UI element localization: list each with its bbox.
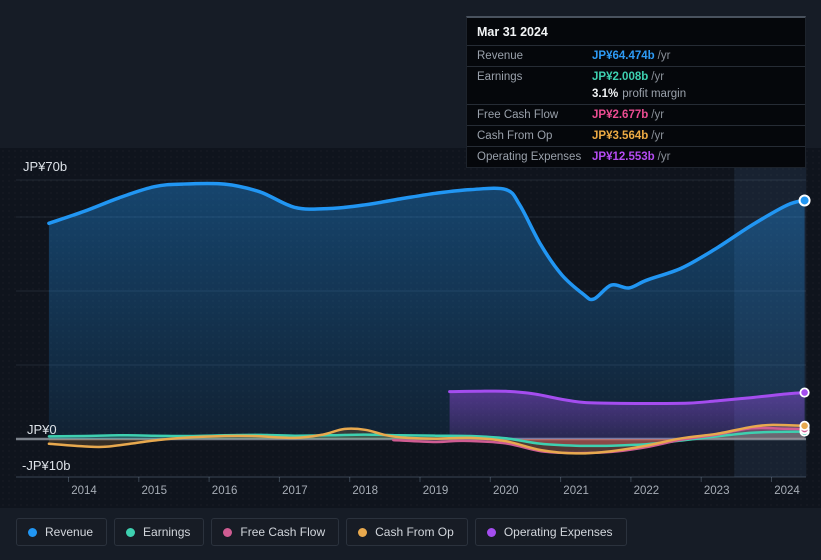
y-axis-label-70b: JP¥70b (23, 159, 67, 174)
tooltip-label: Earnings (477, 71, 523, 83)
earnings-dot-icon (126, 527, 136, 537)
profit-margin-note: 3.1% profit margin (592, 88, 687, 100)
tooltip-suffix: /yr (651, 71, 665, 83)
svg-text:2018: 2018 (352, 485, 378, 497)
legend-item-revenue[interactable]: Revenue (16, 518, 108, 546)
tooltip-value: JP¥64.474b (592, 50, 655, 62)
legend-label: Cash From Op (375, 525, 454, 539)
tooltip-value: JP¥3.564b (592, 130, 649, 142)
tooltip-value: JP¥12.553b (592, 151, 655, 163)
tooltip-suffix: /yr (651, 130, 665, 142)
revenue-dot-icon (28, 527, 37, 537)
tooltip-value: JP¥2.008b (592, 71, 649, 83)
tooltip-row-revenue: Revenue JP¥64.474b/yr (467, 45, 805, 66)
svg-text:2017: 2017 (282, 485, 308, 497)
legend-label: Earnings (143, 525, 191, 539)
tooltip-label: Free Cash Flow (477, 109, 559, 121)
svg-text:2016: 2016 (212, 485, 238, 497)
tooltip-value: JP¥2.677b (592, 109, 649, 121)
legend-item-operating-expenses[interactable]: Operating Expenses (474, 518, 627, 546)
svg-text:2024: 2024 (774, 485, 800, 497)
legend-item-earnings[interactable]: Earnings (114, 518, 205, 546)
legend-item-cash-from-op[interactable]: Cash From Op (346, 518, 468, 546)
legend-item-free-cash-flow[interactable]: Free Cash Flow (211, 518, 340, 546)
tooltip-row-free-cash-flow: Free Cash Flow JP¥2.677b/yr (467, 104, 805, 125)
svg-text:2020: 2020 (493, 485, 519, 497)
free-cash-flow-dot-icon (223, 527, 233, 537)
tooltip-row-operating-expenses: Operating Expenses JP¥12.553b/yr (467, 146, 805, 167)
tooltip-date: Mar 31 2024 (477, 25, 548, 39)
svg-text:2023: 2023 (704, 485, 730, 497)
svg-text:2015: 2015 (142, 485, 168, 497)
tooltip-label: Cash From Op (477, 130, 553, 142)
legend-label: Operating Expenses (503, 525, 613, 539)
svg-text:2014: 2014 (71, 485, 97, 497)
tooltip-suffix: /yr (651, 109, 665, 121)
svg-text:2022: 2022 (634, 485, 660, 497)
chart-tooltip: Mar 31 2024 Revenue JP¥64.474b/yr Earnin… (466, 16, 806, 168)
tooltip-row-cash-from-op: Cash From Op JP¥3.564b/yr (467, 125, 805, 146)
revenue-earnings-history-chart[interactable]: 2014 2015 2016 2017 2018 2019 2020 2021 2022 2023… (0, 150, 821, 506)
y-axis-label-zero: JP¥0 (27, 422, 57, 437)
operating-expenses-dot-icon (486, 527, 496, 537)
legend-label: Free Cash Flow (240, 525, 326, 539)
tooltip-row-earnings: Earnings JP¥2.008b/yr 3.1% profit margin (467, 66, 805, 104)
tooltip-label: Operating Expenses (477, 151, 582, 163)
tooltip-label: Revenue (477, 50, 524, 62)
svg-text:2021: 2021 (563, 485, 589, 497)
y-axis-label-neg10b: -JP¥10b (22, 458, 70, 473)
legend-label: Revenue (45, 525, 94, 539)
tooltip-suffix: /yr (657, 151, 671, 163)
chart-legend: Revenue Earnings Free Cash Flow Cash Fro… (16, 518, 627, 546)
tooltip-suffix: /yr (657, 50, 671, 62)
cash-from-op-dot-icon (358, 527, 368, 537)
svg-text:2019: 2019 (423, 485, 449, 497)
